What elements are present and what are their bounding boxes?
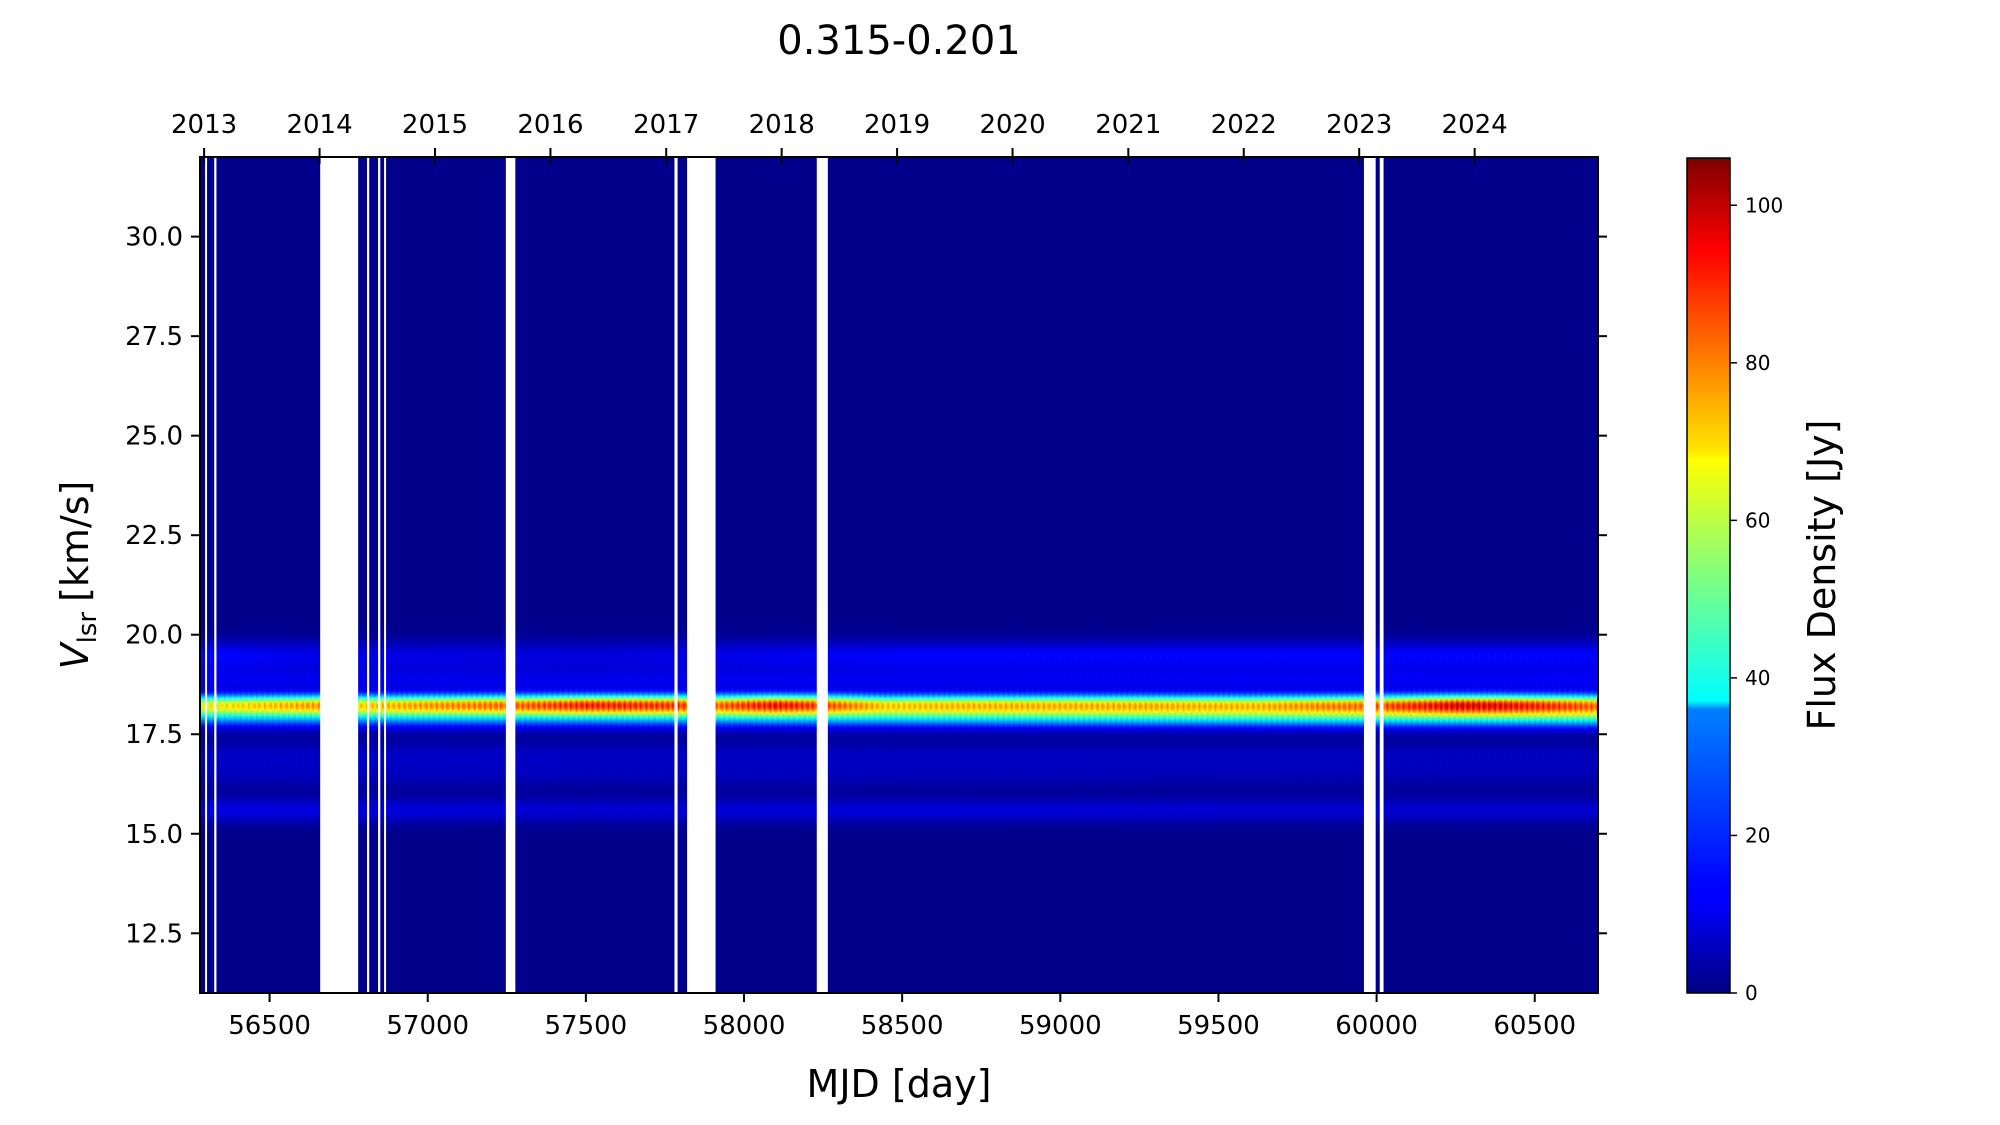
data-gap bbox=[378, 157, 381, 993]
colorbar-tick-label: 80 bbox=[1745, 351, 1770, 375]
year-tick-label: 2020 bbox=[979, 110, 1045, 140]
y-tick-label: 22.5 bbox=[125, 521, 183, 551]
plot-frame bbox=[199, 156, 1599, 994]
x-tick-label: 58500 bbox=[861, 1011, 944, 1041]
year-tick-label: 2018 bbox=[749, 110, 815, 140]
y-tick-label: 15.0 bbox=[125, 820, 183, 850]
year-tick-label: 2015 bbox=[402, 110, 468, 140]
y-axis-left: 12.5 15.0 17.5 20.0 22.5 25.0 27.5 30.0 bbox=[125, 223, 200, 949]
colorbar: 0 20 40 60 80 100 Flux Density [Jy] bbox=[1686, 157, 1844, 1005]
y-tick-label: 30.0 bbox=[125, 223, 183, 253]
data-gap bbox=[687, 157, 716, 993]
plot-area bbox=[199, 156, 1599, 994]
y-axis-right bbox=[1598, 235, 1607, 935]
data-gaps bbox=[205, 157, 1384, 993]
x-tick-label: 60000 bbox=[1335, 1011, 1418, 1041]
colorbar-tick-label: 20 bbox=[1745, 823, 1770, 847]
y-axis-label-subscript: lsr bbox=[73, 612, 103, 644]
colorbar-tick-label: 60 bbox=[1745, 508, 1770, 532]
colorbar-tick-label: 40 bbox=[1745, 666, 1770, 690]
y-tick-label: 12.5 bbox=[125, 919, 183, 949]
x-axis-top: 2013 2014 2015 2016 2017 2018 2019 2020 2021 2022… bbox=[171, 110, 1508, 164]
x-tick-label: 58000 bbox=[703, 1011, 786, 1041]
y-tick-label: 20.0 bbox=[125, 621, 183, 651]
heatmap bbox=[200, 157, 1598, 993]
year-tick-label: 2024 bbox=[1442, 110, 1508, 140]
x-tick-label: 59000 bbox=[1019, 1011, 1102, 1041]
colorbar-tick-label: 100 bbox=[1745, 193, 1783, 217]
colorbar-ticks: 0 20 40 60 80 100 bbox=[1730, 193, 1783, 1005]
data-gap bbox=[214, 157, 217, 993]
year-tick-label: 2017 bbox=[633, 110, 699, 140]
year-tick-label: 2022 bbox=[1211, 110, 1277, 140]
y-axis-label-main: V bbox=[53, 640, 97, 669]
chart-title: 0.315-0.201 bbox=[777, 18, 1020, 64]
year-tick-label: 2021 bbox=[1095, 110, 1161, 140]
data-gap bbox=[505, 157, 516, 993]
x-tick-label: 57000 bbox=[386, 1011, 469, 1041]
year-tick-label: 2023 bbox=[1326, 110, 1392, 140]
x-tick-label: 60500 bbox=[1493, 1011, 1576, 1041]
data-gap bbox=[1379, 157, 1384, 993]
y-axis-label: Vlsr [km/s] bbox=[53, 481, 103, 670]
x-axis-label: MJD [day] bbox=[807, 1062, 992, 1106]
data-gap bbox=[1363, 157, 1376, 993]
y-tick-label: 27.5 bbox=[125, 322, 183, 352]
data-gap bbox=[320, 157, 359, 993]
y-tick-label: 17.5 bbox=[125, 720, 183, 750]
year-tick-label: 2014 bbox=[286, 110, 352, 140]
y-tick-label: 25.0 bbox=[125, 422, 183, 452]
data-gap bbox=[205, 157, 208, 993]
data-gap bbox=[367, 157, 370, 993]
colorbar-label: Flux Density [Jy] bbox=[1800, 420, 1844, 731]
year-tick-label: 2016 bbox=[517, 110, 583, 140]
data-gap bbox=[674, 157, 678, 993]
y-axis-label-unit: [km/s] bbox=[53, 481, 97, 602]
colorbar-gradient bbox=[1686, 157, 1731, 994]
x-axis-bottom: 56500 57000 57500 58000 58500 59000 59500 60000… bbox=[228, 993, 1576, 1041]
x-tick-label: 57500 bbox=[545, 1011, 628, 1041]
x-tick-label: 56500 bbox=[228, 1011, 311, 1041]
x-tick-label: 59500 bbox=[1177, 1011, 1260, 1041]
colorbar-tick-label: 0 bbox=[1745, 981, 1758, 1005]
data-gap bbox=[816, 157, 828, 993]
data-gap bbox=[384, 157, 387, 993]
year-tick-label: 2013 bbox=[171, 110, 237, 140]
year-tick-label: 2019 bbox=[864, 110, 930, 140]
